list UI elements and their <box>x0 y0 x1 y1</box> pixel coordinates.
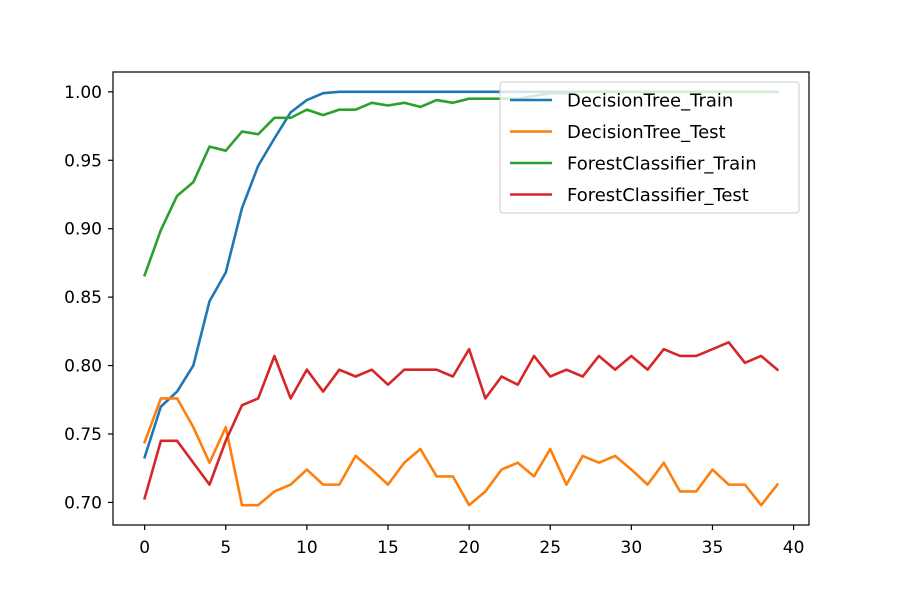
y-tick-label: 0.85 <box>64 288 102 308</box>
x-tick-label: 15 <box>377 538 399 558</box>
legend-label: ForestClassifier_Test <box>567 185 749 206</box>
y-tick-label: 0.95 <box>64 151 102 171</box>
axes-frame <box>112 71 810 526</box>
legend-label: DecisionTree_Train <box>567 91 733 112</box>
plot-frame <box>112 71 810 526</box>
x-tick-label: 0 <box>139 538 150 558</box>
y-axis: 0.70 0.75 0.80 0.85 0.90 0.95 1.00 <box>64 83 113 513</box>
series-line-DecisionTree_Test <box>142 397 780 507</box>
x-tick-label: 40 <box>783 538 805 558</box>
legend-box <box>499 81 800 214</box>
y-tick-label: 0.80 <box>64 357 102 377</box>
x-tick-label: 25 <box>539 538 561 558</box>
x-tick-label: 10 <box>296 538 318 558</box>
y-tick-label: 0.90 <box>64 220 102 240</box>
x-axis: 0 5 10 15 20 25 30 35 40 <box>139 525 804 558</box>
legend-label: ForestClassifier_Train <box>567 154 757 175</box>
legend: DecisionTree_Train DecisionTree_Test Fores… <box>499 81 800 214</box>
y-tick-label: 1.00 <box>64 83 102 103</box>
y-tick-label: 0.75 <box>64 425 102 445</box>
legend-label: DecisionTree_Test <box>567 122 726 143</box>
x-tick-label: 35 <box>702 538 724 558</box>
y-tick-label: 0.70 <box>64 493 102 513</box>
x-tick-label: 30 <box>621 538 643 558</box>
x-tick-label: 5 <box>220 538 231 558</box>
series-line-ForestClassifier_Test <box>143 340 780 500</box>
x-tick-label: 20 <box>458 538 480 558</box>
